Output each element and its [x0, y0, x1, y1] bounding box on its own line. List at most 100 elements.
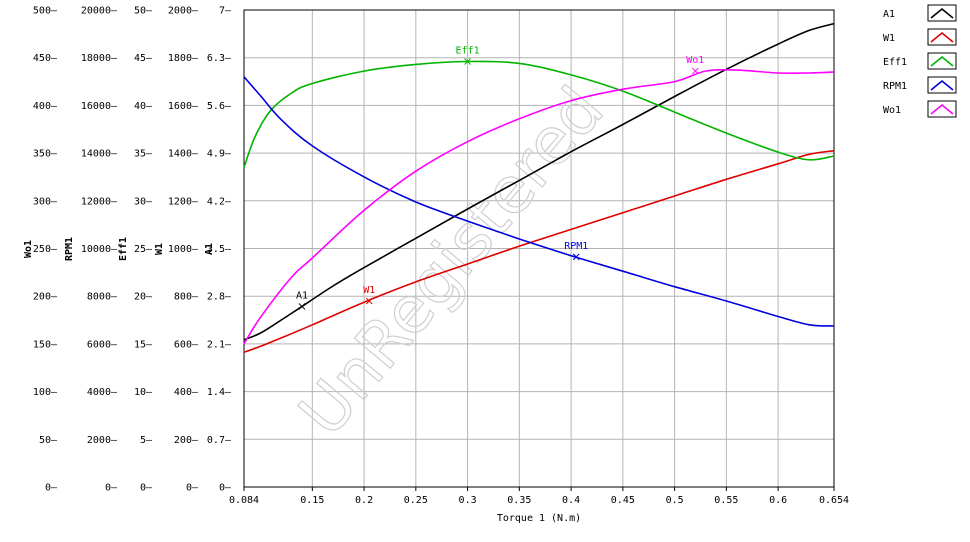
legend-label: W1: [883, 33, 895, 44]
y-tick-label: 200–: [174, 435, 199, 446]
y-axis-title: A1: [204, 243, 215, 255]
plot-frame: [243, 9, 835, 488]
series-line: [243, 60, 835, 168]
y-tick-label: 1000–: [168, 244, 199, 255]
y-tick-label: 0–: [105, 483, 118, 494]
x-tick-label: 0.5: [666, 495, 684, 506]
y-tick-label: 2000–: [168, 6, 199, 17]
legend-swatch-box: [927, 4, 957, 22]
y-tick-label: 10–: [134, 387, 153, 398]
y-tick-label: 35–: [134, 149, 153, 160]
y-tick-label: 18000–: [81, 53, 118, 64]
y-tick-label: 1.4–: [207, 387, 232, 398]
legend-item-a1[interactable]: A1: [883, 4, 957, 22]
series-marker-label: Wo1: [686, 55, 704, 66]
y-tick-label: 6.3–: [207, 53, 232, 64]
legend-item-w1[interactable]: W1: [883, 28, 957, 46]
legend[interactable]: A1 W1 Eff1 RPM1 Wo1: [883, 4, 957, 118]
series-w1: W1: [243, 149, 835, 353]
legend-swatch-box: [927, 76, 957, 94]
y-tick-label: 0.7–: [207, 435, 232, 446]
y-tick-label: 7–: [219, 6, 232, 17]
y-axis-title: W1: [154, 243, 165, 255]
y-tick-label: 5–: [140, 435, 153, 446]
y-tick-label: 0–: [140, 483, 153, 494]
y-tick-label: 5.6–: [207, 101, 232, 112]
x-tick-label: 0.3: [459, 495, 477, 506]
x-tick-label: 0.084: [229, 495, 259, 506]
y-tick-label: 3.5–: [207, 244, 232, 255]
y-tick-label: 8000–: [87, 292, 118, 303]
series-a1: A1: [243, 22, 835, 341]
legend-swatch-line: [930, 55, 954, 67]
series-marker-label: Eff1: [456, 46, 480, 57]
series-wo1: Wo1: [243, 55, 835, 345]
y-tick-label: 1800–: [168, 53, 199, 64]
legend-label: Eff1: [883, 57, 907, 68]
y-tick-label: 12000–: [81, 196, 118, 207]
y-tick-label: 300–: [33, 196, 58, 207]
y-tick-label: 25–: [134, 244, 153, 255]
legend-label: A1: [883, 9, 895, 20]
y-tick-label: 400–: [33, 101, 58, 112]
y-tick-label: 16000–: [81, 101, 118, 112]
y-tick-label: 2.1–: [207, 339, 232, 350]
legend-swatch-line: [930, 79, 954, 91]
y-axis-title: RPM1: [64, 237, 75, 261]
legend-swatch-line: [930, 7, 954, 19]
y-axis-title: Wo1: [23, 240, 34, 258]
y-tick-label: 40–: [134, 101, 153, 112]
x-tick-label: 0.35: [507, 495, 531, 506]
y-tick-label: 4.9–: [207, 149, 232, 160]
y-tick-label: 400–: [174, 387, 199, 398]
series-line: [243, 76, 835, 327]
series-marker: [691, 67, 699, 75]
x-axis-label: Torque 1 (N.m): [497, 513, 581, 524]
y-tick-label: 0–: [45, 483, 58, 494]
legend-item-rpm1[interactable]: RPM1: [883, 76, 957, 94]
legend-item-wo1[interactable]: Wo1: [883, 100, 957, 118]
y-tick-label: 50–: [39, 435, 58, 446]
x-axis: 0.084 0.15 0.2 0.25 0.3 0.35 0.4 0.45 0.5 0.55 0.6…: [229, 487, 849, 506]
x-tick-label: 0.6: [769, 495, 787, 506]
legend-swatch-line: [930, 103, 954, 115]
y-tick-label: 100–: [33, 387, 58, 398]
y-tick-label: 2000–: [87, 435, 118, 446]
watermark-text: UnRegistered: [286, 74, 619, 451]
x-tick-label: 0.2: [355, 495, 373, 506]
series-eff1: Eff1: [243, 46, 835, 168]
series-marker: [464, 58, 471, 65]
y-tick-label: 800–: [174, 292, 199, 303]
y-tick-label: 350–: [33, 149, 58, 160]
y-tick-label: 10000–: [81, 244, 118, 255]
y-tick-label: 20000–: [81, 6, 118, 17]
y-tick-label: 30–: [134, 196, 153, 207]
legend-swatch-box: [927, 28, 957, 46]
series-line: [243, 22, 835, 341]
y-tick-label: 1400–: [168, 149, 199, 160]
y-tick-label: 6000–: [87, 339, 118, 350]
y-tick-label: 200–: [33, 292, 58, 303]
series-layer: A1 W1 Eff1 RPM1 Wo1: [243, 22, 835, 353]
series-rpm1: RPM1: [243, 76, 835, 327]
series-line: [243, 149, 835, 353]
y-axis-rpm1: 0– 2000– 4000– 6000– 8000– 10000– 12000– 14000–…: [64, 6, 118, 494]
series-line: [243, 68, 835, 345]
x-tick-label: 0.55: [714, 495, 738, 506]
y-tick-label: 1200–: [168, 196, 199, 207]
y-tick-label: 15–: [134, 339, 153, 350]
x-tick-label: 0.25: [404, 495, 428, 506]
y-axis-a1: 0– 0.7– 1.4– 2.1– 2.8– 3.5– 4.2– 4.9– 5.6– 6.3– 7–…: [204, 6, 232, 494]
series-marker: [572, 253, 580, 261]
y-tick-label: 4000–: [87, 387, 118, 398]
series-marker: [365, 297, 373, 305]
y-axis-wo1: 0– 50– 100– 150– 200– 250– 300– 350– 400– 450– 500…: [23, 6, 58, 494]
y-axis-title: Eff1: [118, 237, 129, 261]
legend-item-eff1[interactable]: Eff1: [883, 52, 957, 70]
grid: [244, 10, 834, 487]
legend-swatch-box: [927, 52, 957, 70]
series-marker-label: W1: [363, 285, 375, 296]
y-tick-label: 2.8–: [207, 292, 232, 303]
x-tick-label: 0.654: [819, 495, 849, 506]
